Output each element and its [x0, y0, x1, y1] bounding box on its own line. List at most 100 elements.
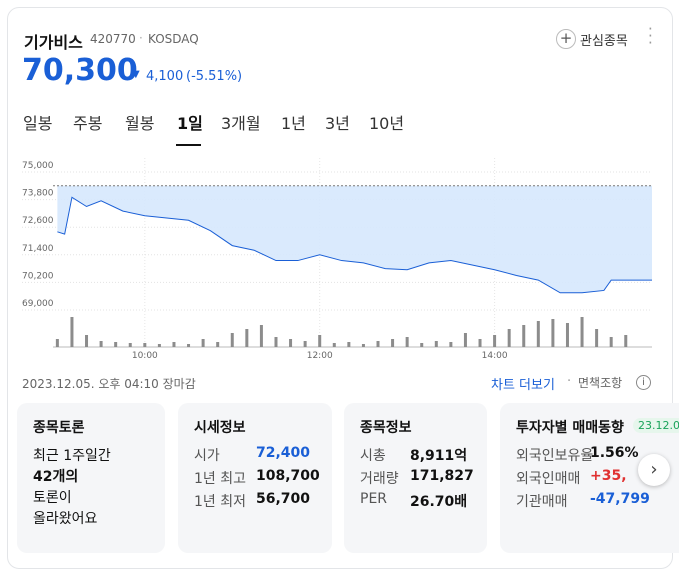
row-value: 26.70배	[410, 494, 468, 510]
x-tick-label: 12:00	[307, 351, 333, 361]
y-tick-label: 73,800	[22, 189, 54, 199]
volume-bar	[565, 323, 569, 347]
row-label: 시가	[194, 448, 220, 464]
volume-bar	[624, 335, 628, 347]
row-value: 56,700	[256, 491, 311, 507]
stock-code: 420770	[90, 32, 136, 46]
period-tab[interactable]: 1년	[281, 114, 306, 133]
row-label: 시총	[360, 448, 386, 464]
row-value: 108,700	[256, 468, 320, 484]
volume-bar	[216, 342, 220, 347]
volume-bar	[580, 317, 584, 347]
volume-bar	[201, 339, 205, 347]
volume-bar	[259, 325, 263, 347]
row-value: 171,827	[410, 468, 474, 484]
x-tick-label: 14:00	[482, 351, 508, 361]
watch-button[interactable]: 관심종목	[580, 34, 628, 49]
row-value: 1.56%	[590, 445, 639, 461]
chart-more-link[interactable]: 차트 더보기	[491, 378, 555, 393]
card-text: 42개의	[33, 469, 79, 485]
volume-bar	[434, 341, 438, 347]
volume-bar	[318, 335, 322, 347]
row-value: -47,799	[590, 491, 650, 507]
period-tab[interactable]: 3개월	[221, 114, 261, 133]
card-title: 종목정보	[360, 420, 412, 436]
y-tick-label: 75,000	[22, 161, 54, 171]
volume-bar	[405, 337, 409, 347]
period-tab[interactable]: 1일	[177, 114, 203, 133]
volume-bar	[99, 341, 103, 347]
current-price: 70,300	[22, 53, 138, 88]
period-tab[interactable]: 주봉	[73, 114, 103, 133]
row-label: 외국인매매	[516, 471, 581, 487]
info-icon[interactable]: i	[636, 375, 651, 390]
y-tick-label: 70,200	[22, 271, 54, 281]
volume-bar	[493, 335, 497, 347]
row-label: 외국인보유율	[516, 448, 594, 464]
row-label: PER	[360, 491, 388, 507]
volume-bar	[274, 337, 278, 347]
volume-bar	[303, 341, 307, 347]
separator: ·	[139, 31, 143, 45]
next-button[interactable]: ›	[638, 454, 670, 486]
volume-bar	[361, 344, 365, 347]
area-fill	[57, 185, 653, 293]
card-text: 토론이	[33, 490, 72, 506]
y-tick-label: 72,600	[22, 216, 54, 226]
volume-bar	[449, 342, 453, 347]
volume-bar	[332, 343, 336, 347]
period-tab[interactable]: 3년	[325, 114, 350, 133]
card-title: 종목토론	[33, 420, 85, 436]
volume-bar	[172, 342, 176, 347]
volume-bar	[157, 344, 161, 347]
volume-bar	[187, 344, 191, 347]
card-title: 시세정보	[194, 420, 246, 436]
price-chart: 10:00 12:00 14:00 75,000 73,800 72,600 71,400 7…	[22, 158, 653, 361]
y-tick-label: 71,400	[22, 244, 54, 254]
row-value: 8,911억	[410, 448, 468, 464]
period-tab[interactable]: 10년	[369, 114, 405, 133]
volume-bar	[143, 343, 147, 347]
card-text: 올라왔어요	[33, 511, 98, 527]
volume-bar	[420, 343, 424, 347]
stock-name: 기가비스	[24, 33, 83, 52]
price-line	[57, 196, 652, 294]
volume-bar	[478, 339, 482, 347]
volume-bar	[230, 333, 234, 347]
volume-bar	[536, 321, 540, 347]
x-tick-label: 10:00	[132, 351, 158, 361]
down-arrow: ▼	[132, 69, 140, 80]
volume-bar	[245, 329, 249, 347]
more-menu[interactable]: · · ·	[648, 20, 653, 52]
y-tick-label: 69,000	[22, 299, 54, 309]
info-card[interactable]: 종목토론 최근 1주일간 42개의 토론이 올라왔어요	[17, 403, 165, 553]
price-change: 4,100	[146, 69, 184, 84]
row-label: 1년 최고	[194, 471, 246, 487]
row-label: 1년 최저	[194, 494, 246, 510]
page: 기가비스 420770 · KOSDAQ + 관심종목 · · · 70,300 ▼…	[7, 7, 679, 569]
period-tab[interactable]: 월봉	[125, 114, 155, 133]
card-title: 투자자별 매매동향	[516, 420, 624, 436]
row-label: 기관매매	[516, 494, 568, 510]
volume-bar	[70, 317, 74, 347]
volume-bar	[522, 325, 526, 347]
timestamp: 2023.12.05. 오후 04:10 장마감	[22, 377, 196, 391]
date-badge: 23.12.0	[633, 418, 679, 433]
volume-bar	[114, 342, 118, 347]
volume-bar	[289, 339, 293, 347]
watch-icon[interactable]: +	[556, 29, 576, 49]
tab-underline	[176, 144, 201, 146]
period-tab[interactable]: 일봉	[23, 114, 53, 133]
volume-bar	[609, 337, 613, 347]
volume-bar	[347, 342, 351, 347]
volume-bar	[463, 333, 467, 347]
separator: ·	[567, 374, 572, 389]
row-value: 72,400	[256, 445, 311, 461]
disclaimer[interactable]: 면책조항	[578, 376, 623, 390]
row-label: 거래량	[360, 471, 399, 487]
volume-bar	[551, 319, 555, 347]
market: KOSDAQ	[148, 32, 199, 46]
volume-bar	[595, 329, 599, 347]
